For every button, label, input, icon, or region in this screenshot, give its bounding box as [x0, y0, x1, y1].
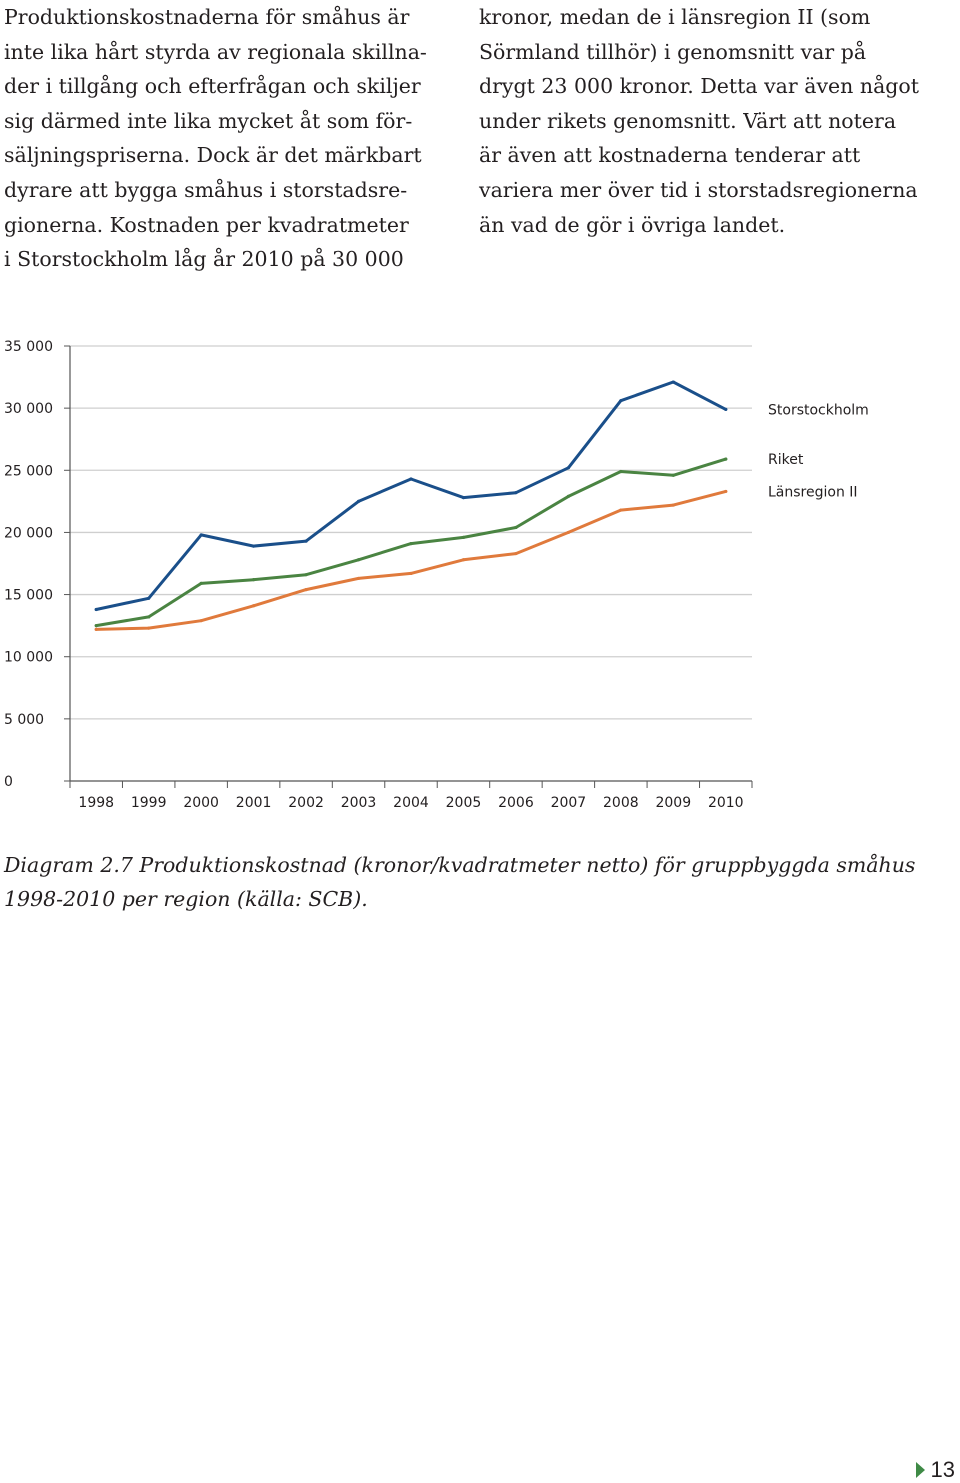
data-point	[409, 571, 413, 576]
body-text-right-column: kronor, medan de i länsregion II (som Sö…	[479, 0, 949, 242]
data-point	[147, 615, 151, 619]
data-point	[619, 508, 623, 512]
data-point	[671, 380, 675, 384]
data-point	[619, 399, 623, 403]
y-tick-label: 10 000	[4, 650, 53, 666]
paragraph-line: gionerna. Kostnaden per kvadratmeter	[4, 212, 409, 237]
data-point	[566, 530, 570, 535]
data-point	[252, 578, 256, 582]
x-tick-label: 2001	[236, 795, 272, 811]
x-tick-label: 2000	[183, 795, 219, 811]
data-point	[304, 539, 308, 543]
data-point	[147, 626, 151, 630]
data-point	[94, 607, 98, 612]
legend-label: Storstockholm	[768, 402, 869, 418]
paragraph-line: Sörmland tillhör) i genomsnitt var på	[479, 39, 867, 64]
paragraph-line: än vad de gör i övriga landet.	[479, 212, 786, 237]
paragraph-line: dyrare att bygga småhus i storstadsre-	[4, 177, 408, 202]
data-point	[409, 477, 413, 481]
data-point	[671, 503, 675, 507]
y-tick-label: 25 000	[4, 463, 53, 479]
data-point	[619, 469, 623, 474]
data-point	[724, 407, 728, 411]
paragraph-line: sig därmed inte lika mycket åt som för-	[4, 108, 413, 133]
data-point	[304, 573, 308, 577]
data-point	[566, 494, 570, 498]
data-point	[514, 491, 518, 495]
data-point	[199, 533, 203, 537]
caption-line: Diagram 2.7 Produktionskostnad (kronor/k…	[4, 853, 916, 877]
paragraph-line: under rikets genomsnitt. Värt att notera	[479, 108, 897, 133]
data-point	[461, 558, 466, 562]
data-point	[252, 544, 256, 548]
data-point	[356, 558, 361, 562]
series-line	[94, 489, 728, 631]
paragraph-line: kronor, medan de i länsregion II (som	[479, 5, 871, 29]
data-point	[724, 489, 728, 494]
y-tick-label: 20 000	[4, 525, 53, 541]
x-tick-label: 2007	[551, 795, 587, 811]
x-tick-label: 2010	[708, 795, 744, 811]
legend-label: Riket	[768, 452, 804, 468]
data-point	[671, 473, 675, 477]
data-point	[409, 542, 413, 546]
line-chart: 0 5 000 10 000 15 000 20 000 25 000 30 000 35 0…	[4, 339, 869, 811]
paragraph-line: inte lika hårt styrda av regionala skill…	[4, 39, 427, 64]
data-point	[147, 596, 151, 600]
x-tick-label: 2008	[603, 795, 639, 811]
y-tick-label: 30 000	[4, 401, 53, 417]
paragraph-line: säljningspriserna. Dock är det märkbart	[4, 143, 422, 168]
data-point	[94, 627, 98, 631]
data-point	[514, 525, 518, 530]
figure-caption: Diagram 2.7 Produktionskostnad (kronor/k…	[4, 848, 944, 916]
page-number: 13	[915, 1457, 955, 1483]
x-tick-label: 1998	[78, 795, 114, 811]
x-tick-label: 2003	[341, 795, 377, 811]
caption-line: 1998-2010 per region (källa: SCB).	[4, 887, 368, 911]
x-tick-label: 2006	[498, 795, 534, 811]
paragraph-line: der i tillgång och efterfrågan och skilj…	[4, 74, 421, 99]
x-tick-label: 2002	[288, 795, 324, 811]
data-point	[514, 551, 518, 556]
x-tick-label: 2004	[393, 795, 429, 811]
series-line	[94, 380, 728, 611]
data-point	[461, 496, 466, 500]
y-tick-label: 5 000	[4, 712, 44, 728]
x-tick-label: 2009	[655, 795, 691, 811]
paragraph-line: variera mer över tid i storstadsregioner…	[479, 177, 918, 202]
y-tick-label: 0	[4, 774, 13, 790]
legend-label: Länsregion II	[768, 484, 858, 500]
body-text-left-column: Produktionskostnaderna för småhus är int…	[4, 0, 444, 277]
data-point	[199, 619, 203, 623]
data-point	[356, 499, 361, 503]
data-point	[461, 535, 466, 539]
paragraph-line: är även att kostnaderna tenderar att	[479, 143, 861, 168]
triangle-right-icon	[915, 1462, 925, 1478]
data-point	[94, 624, 98, 628]
data-point	[252, 604, 256, 608]
y-tick-label: 35 000	[4, 339, 53, 355]
data-point	[356, 576, 361, 581]
paragraph-line: Produktionskostnaderna för småhus är	[4, 5, 410, 29]
data-point	[304, 588, 308, 592]
data-point	[199, 581, 203, 585]
x-tick-label: 2005	[446, 795, 482, 811]
data-point	[566, 466, 570, 470]
data-point	[724, 457, 728, 461]
page-number-label: 13	[930, 1457, 955, 1482]
y-tick-label: 15 000	[4, 588, 53, 604]
x-tick-label: 1999	[131, 795, 167, 811]
paragraph-line: i Storstockholm låg år 2010 på 30 000	[4, 247, 404, 272]
paragraph-line: drygt 23 000 kronor. Detta var även någo…	[479, 74, 919, 99]
